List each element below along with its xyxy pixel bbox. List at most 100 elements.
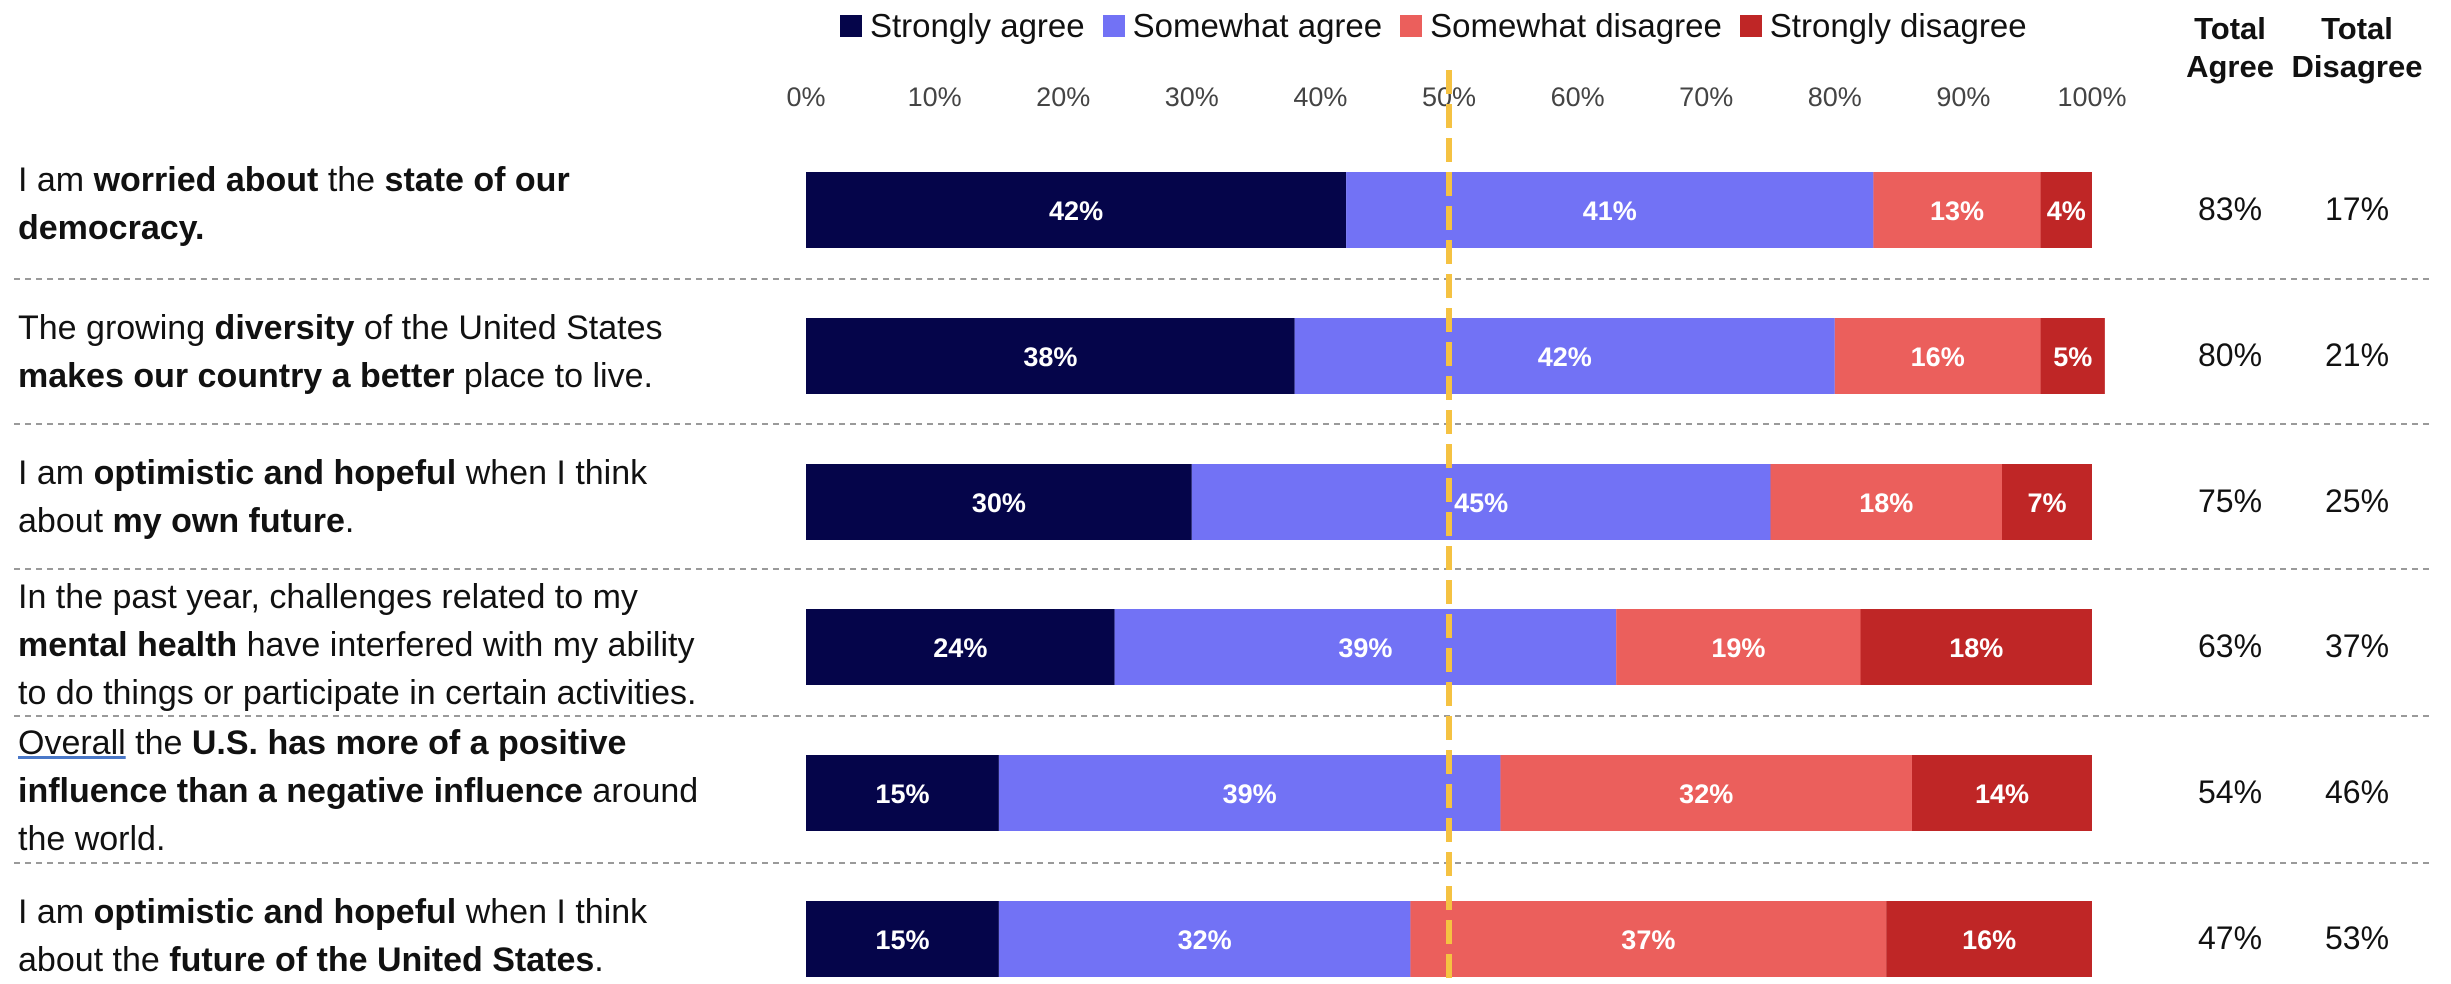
row-label-line: about my own future.	[18, 497, 788, 545]
row-label-text: about the	[18, 941, 170, 979]
row-label-text: the world.	[18, 820, 166, 858]
row-label-bold-text: future of the United States	[169, 941, 595, 979]
row-label-text: .	[344, 502, 355, 540]
row-label-bold-text: democracy.	[18, 209, 205, 247]
total-agree-value: 54%	[2197, 774, 2263, 810]
bar-segment	[806, 755, 999, 831]
data-label: 30%	[972, 488, 1026, 518]
row-label-text: have interfered with my ability	[237, 626, 695, 664]
row-label-line: the world.	[18, 815, 788, 863]
legend-label-somewhat-disagree: Somewhat disagree	[1430, 7, 1722, 44]
bar-segment	[1191, 464, 1771, 540]
bar-segment	[1860, 609, 2092, 685]
bar-segment	[1770, 464, 2002, 540]
row-label: Overall the U.S. has more of a positive i…	[18, 719, 788, 863]
data-label: 32%	[1679, 779, 1733, 809]
bar-segment	[1886, 901, 2092, 977]
bar-segment	[2040, 172, 2092, 248]
data-label: 32%	[1178, 925, 1232, 955]
row-label-bold-text: diversity	[214, 309, 355, 347]
row-label-text: when I think	[456, 454, 648, 492]
row-label-text: In the past year, challenges related to …	[18, 578, 638, 616]
header-total-disagree: Total Disagree	[2287, 10, 2427, 86]
row-label-line: In the past year, challenges related to …	[18, 573, 788, 621]
legend-label-strongly-agree: Strongly agree	[870, 7, 1085, 44]
bar-segment	[1911, 755, 2092, 831]
total-agree-value: 47%	[2197, 920, 2263, 956]
data-label: 15%	[875, 925, 929, 955]
row-label-bold-text: optimistic and hopeful	[93, 454, 457, 492]
legend-label-somewhat-agree: Somewhat agree	[1132, 7, 1383, 44]
total-disagree-value: 53%	[2324, 920, 2390, 956]
row-label-text: I am	[18, 454, 94, 492]
total-disagree-value: 17%	[2324, 191, 2390, 227]
row-label-text: .	[594, 941, 604, 979]
row-label-text: the	[125, 724, 192, 762]
data-label: 13%	[1930, 196, 1984, 226]
legend-item-somewhat-agree: Somewhat agree	[1102, 7, 1383, 45]
row-label-line: about the future of the United States.	[18, 936, 788, 984]
legend-item-somewhat-disagree: Somewhat disagree	[1400, 7, 1722, 45]
row-label-bold-text: optimistic and hopeful	[93, 893, 457, 931]
header-total-disagree-line2: Disagree	[2291, 49, 2423, 84]
row-label-text: the	[318, 161, 385, 199]
bar-segment	[2040, 318, 2105, 394]
row-label-bold-text: worried about	[93, 161, 319, 199]
row-label-line: I am worried about the state of our	[18, 156, 788, 204]
x-tick-label: 80%	[1808, 82, 1862, 112]
data-label: 38%	[1023, 342, 1077, 372]
row-label: I am worried about the state of our democ…	[18, 156, 788, 252]
row-label-line: I am optimistic and hopeful when I think	[18, 449, 788, 497]
row-label-line: mental health have interfered with my ab…	[18, 621, 788, 669]
row-label-text: place to live.	[454, 357, 653, 395]
bar-segment	[806, 609, 1115, 685]
total-agree-value: 83%	[2197, 191, 2263, 227]
row-label-bold-text: my own future	[112, 502, 345, 540]
row-label-text: The growing	[18, 309, 215, 347]
x-tick-label: 60%	[1551, 82, 1605, 112]
bar-segment	[806, 318, 1295, 394]
bar-segment	[1500, 755, 1912, 831]
data-label: 15%	[875, 779, 929, 809]
bar-segment	[998, 755, 1501, 831]
total-agree-value: 80%	[2197, 337, 2263, 373]
row-label-bold-text: makes our country a better	[18, 357, 455, 395]
header-total-agree: Total Agree	[2160, 10, 2300, 86]
row-label-line: influence than a negative influence arou…	[18, 767, 788, 815]
data-label: 18%	[1949, 633, 2003, 663]
total-agree-value: 75%	[2197, 483, 2263, 519]
data-label: 42%	[1049, 196, 1103, 226]
legend: Strongly agree Somewhat agree Somewhat d…	[840, 4, 2027, 48]
legend-label-strongly-disagree: Strongly disagree	[1769, 7, 2027, 44]
x-tick-label: 30%	[1165, 82, 1219, 112]
x-tick-label: 20%	[1036, 82, 1090, 112]
data-label: 39%	[1338, 633, 1392, 663]
row-label-line: Overall the U.S. has more of a positive	[18, 719, 788, 767]
row-label-bold-text: U.S. has more of a positive	[191, 724, 627, 762]
row-label-text: about	[18, 502, 113, 540]
bar-segment	[806, 172, 1347, 248]
bar-segment	[1834, 318, 2041, 394]
legend-item-strongly-agree: Strongly agree	[840, 7, 1085, 45]
row-label: The growing diversity of the United Stat…	[18, 304, 788, 400]
legend-swatch-strongly-agree	[840, 15, 862, 37]
bar-segment	[1294, 318, 1835, 394]
total-disagree-value: 37%	[2324, 628, 2390, 664]
bar-segment	[1616, 609, 1861, 685]
x-tick-label: 10%	[908, 82, 962, 112]
header-total-agree-line2: Agree	[2186, 49, 2274, 84]
row-label-text: I am	[18, 893, 94, 931]
data-label: 19%	[1711, 633, 1765, 663]
bar-segment	[1873, 172, 2041, 248]
total-disagree-value: 21%	[2324, 337, 2390, 373]
data-label: 18%	[1859, 488, 1913, 518]
row-label-bold-text: influence than a negative influence	[18, 772, 583, 810]
row-label-line: I am optimistic and hopeful when I think	[18, 888, 788, 936]
header-total-agree-line1: Total	[2194, 11, 2266, 46]
data-label: 45%	[1454, 488, 1508, 518]
row-label-line: makes our country a better place to live…	[18, 352, 788, 400]
data-label: 16%	[1962, 925, 2016, 955]
row-label-text: to do things or participate in certain a…	[18, 674, 697, 712]
